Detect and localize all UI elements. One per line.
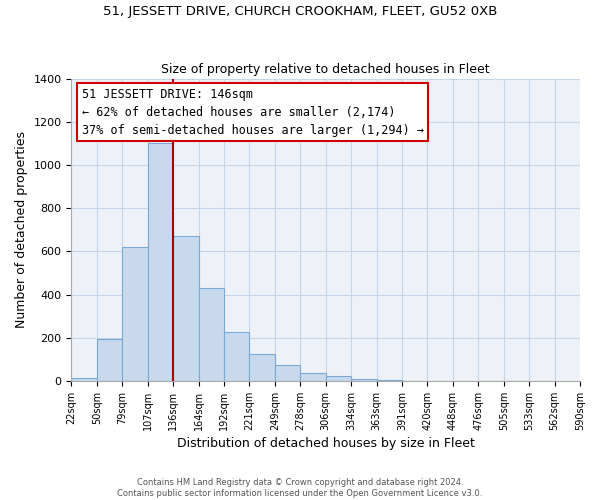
Bar <box>97 339 122 381</box>
Bar <box>173 236 199 381</box>
Bar <box>250 354 275 381</box>
Bar <box>199 288 224 381</box>
Bar <box>224 332 250 381</box>
Text: 51 JESSETT DRIVE: 146sqm
← 62% of detached houses are smaller (2,174)
37% of sem: 51 JESSETT DRIVE: 146sqm ← 62% of detach… <box>82 88 424 136</box>
Bar <box>377 380 402 381</box>
Bar <box>300 374 326 381</box>
Text: 51, JESSETT DRIVE, CHURCH CROOKHAM, FLEET, GU52 0XB: 51, JESSETT DRIVE, CHURCH CROOKHAM, FLEE… <box>103 5 497 18</box>
Text: Contains HM Land Registry data © Crown copyright and database right 2024.
Contai: Contains HM Land Registry data © Crown c… <box>118 478 482 498</box>
Bar <box>71 378 97 381</box>
Bar <box>351 379 377 381</box>
Bar <box>122 247 148 381</box>
Bar <box>275 365 300 381</box>
Title: Size of property relative to detached houses in Fleet: Size of property relative to detached ho… <box>161 63 490 76</box>
Bar <box>326 376 351 381</box>
X-axis label: Distribution of detached houses by size in Fleet: Distribution of detached houses by size … <box>177 437 475 450</box>
Y-axis label: Number of detached properties: Number of detached properties <box>15 132 28 328</box>
Bar <box>148 144 173 381</box>
